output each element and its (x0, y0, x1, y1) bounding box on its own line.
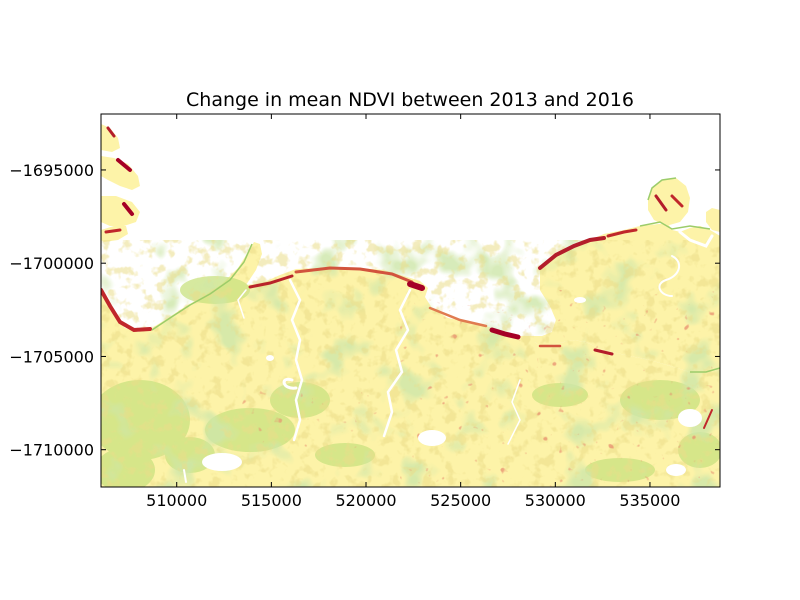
island-nw-4 (101, 226, 128, 242)
y-axis: −1695000 −1700000 −1705000 −1710000 (9, 161, 720, 460)
x-axis: 510000 515000 520000 525000 530000 535000 (146, 114, 680, 510)
plot-frame (100, 113, 721, 488)
island-east-edge (706, 208, 720, 232)
y-tick-label: −1695000 (9, 161, 94, 180)
x-tick-label: 510000 (146, 491, 207, 510)
y-tick-label: −1700000 (9, 254, 94, 273)
raster-layer (101, 124, 720, 487)
x-tick-label: 525000 (430, 491, 491, 510)
island-nw-3 (101, 196, 140, 226)
rivers (183, 230, 714, 483)
y-tick-label: −1710000 (9, 441, 94, 460)
decrease-coastline (101, 126, 713, 429)
no-data-lakes (202, 297, 702, 476)
island-nw-2 (101, 156, 140, 190)
x-tick-label: 535000 (619, 491, 680, 510)
y-tick-label: −1705000 (9, 347, 94, 366)
coastline-green-fringe (151, 177, 720, 373)
island-ne (648, 178, 690, 226)
red-speckle (240, 290, 720, 487)
x-tick-label: 530000 (525, 491, 586, 510)
island-nw-1 (101, 124, 120, 152)
chart-title: Change in mean NDVI between 2013 and 201… (186, 89, 634, 111)
x-tick-label: 515000 (241, 491, 302, 510)
x-tick-label: 520000 (335, 491, 396, 510)
